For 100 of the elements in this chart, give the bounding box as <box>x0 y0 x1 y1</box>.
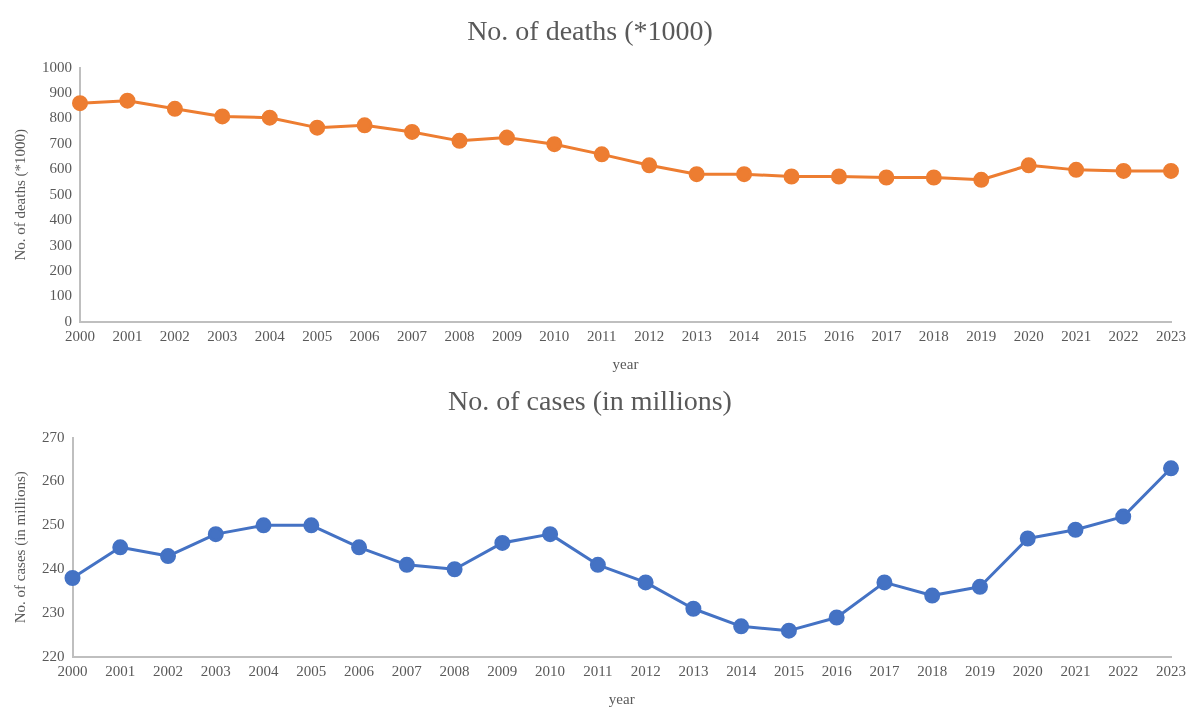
point <box>733 618 750 635</box>
point <box>214 108 231 125</box>
y-axis-title: No. of deaths (*1000) <box>11 128 29 261</box>
y-tick-label: 0 <box>64 312 72 329</box>
point <box>589 556 606 573</box>
x-tick-label: 2000 <box>65 327 95 344</box>
x-tick-label: 2021 <box>1061 327 1092 344</box>
x-tick-label: 2013 <box>681 327 712 344</box>
x-tick-label: 2008 <box>439 662 470 679</box>
x-tick-label: 2009 <box>491 327 522 344</box>
x-tick-label: 2020 <box>1013 327 1044 344</box>
x-tick-label: 2012 <box>630 662 661 679</box>
x-tick-label: 2019 <box>964 662 995 679</box>
point <box>973 171 990 188</box>
x-tick-label: 2018 <box>918 327 949 344</box>
x-tick-label: 2005 <box>302 327 333 344</box>
x-tick-label: 2011 <box>587 327 617 344</box>
point <box>261 109 278 126</box>
x-axis-title: year <box>612 355 639 372</box>
x-tick-label: 2000 <box>57 662 88 679</box>
x-tick-label: 2020 <box>1012 662 1043 679</box>
point <box>446 561 463 578</box>
point <box>783 168 800 185</box>
x-tick-label: 2014 <box>729 327 760 344</box>
x-tick-label: 2013 <box>678 662 709 679</box>
y-axis-title: No. of cases (in millions) <box>11 471 29 624</box>
point <box>546 136 563 153</box>
point <box>255 517 272 534</box>
x-tick-label: 2016 <box>823 327 855 344</box>
x-tick-label: 2017 <box>869 662 900 679</box>
point <box>72 95 88 112</box>
point <box>303 517 320 534</box>
point <box>876 574 893 591</box>
point <box>356 117 373 134</box>
point <box>451 132 468 149</box>
x-tick-label: 2002 <box>159 327 190 344</box>
point <box>828 609 845 626</box>
point <box>878 169 895 186</box>
y-tick-label: 400 <box>49 211 72 228</box>
point <box>830 168 847 185</box>
point <box>780 622 797 639</box>
point <box>1020 157 1037 174</box>
point <box>494 534 511 551</box>
x-tick-label: 2022 <box>1108 327 1139 344</box>
point <box>971 578 988 595</box>
chart-title: No. of deaths (*1000) <box>467 15 713 47</box>
y-tick-label: 1000 <box>42 58 72 75</box>
point <box>498 129 515 146</box>
chart-title: No. of cases (in millions) <box>448 385 732 417</box>
y-tick-label: 600 <box>49 160 72 177</box>
x-tick-label: 2002 <box>153 662 184 679</box>
y-tick-label: 240 <box>42 560 65 577</box>
point <box>1115 508 1132 525</box>
point <box>207 526 224 543</box>
x-tick-label: 2007 <box>391 662 423 679</box>
y-tick-label: 270 <box>42 428 65 445</box>
point <box>637 574 654 591</box>
point <box>1068 161 1085 178</box>
x-tick-label: 2006 <box>344 662 375 679</box>
point <box>925 169 942 186</box>
x-tick-label: 2017 <box>871 327 902 344</box>
point <box>119 92 136 109</box>
x-tick-label: 2015 <box>773 662 804 679</box>
y-tick-label: 260 <box>42 472 65 489</box>
point <box>112 539 129 556</box>
y-tick-label: 200 <box>49 262 72 279</box>
y-tick-label: 800 <box>49 109 72 126</box>
x-tick-label: 2011 <box>583 662 613 679</box>
x-tick-label: 2012 <box>634 327 665 344</box>
y-tick-label: 220 <box>42 647 65 664</box>
y-tick-label: 300 <box>49 236 72 253</box>
x-tick-label: 2001 <box>105 662 136 679</box>
x-tick-label: 2001 <box>112 327 143 344</box>
x-tick-label: 2023 <box>1156 662 1186 679</box>
point <box>160 548 177 565</box>
x-tick-label: 2009 <box>487 662 518 679</box>
x-tick-label: 2005 <box>296 662 327 679</box>
x-tick-label: 2007 <box>397 327 428 344</box>
x-tick-label: 2015 <box>776 327 807 344</box>
x-tick-label: 2023 <box>1156 327 1186 344</box>
point <box>1163 162 1179 179</box>
x-tick-label: 2004 <box>248 662 280 679</box>
y-tick-label: 100 <box>49 287 72 304</box>
point <box>404 123 421 140</box>
x-tick-label: 2003 <box>200 662 231 679</box>
y-tick-label: 230 <box>42 604 65 621</box>
point <box>1019 530 1036 547</box>
x-tick-label: 2003 <box>207 327 238 344</box>
x-tick-label: 2022 <box>1108 662 1139 679</box>
x-tick-label: 2010 <box>535 662 566 679</box>
point <box>166 100 183 117</box>
x-tick-label: 2019 <box>966 327 997 344</box>
point <box>64 570 81 587</box>
y-tick-label: 500 <box>49 185 72 202</box>
x-tick-label: 2018 <box>917 662 948 679</box>
y-tick-label: 250 <box>42 516 65 533</box>
point <box>593 146 610 163</box>
x-tick-label: 2010 <box>539 327 570 344</box>
point <box>1067 521 1084 538</box>
x-tick-label: 2004 <box>254 327 286 344</box>
